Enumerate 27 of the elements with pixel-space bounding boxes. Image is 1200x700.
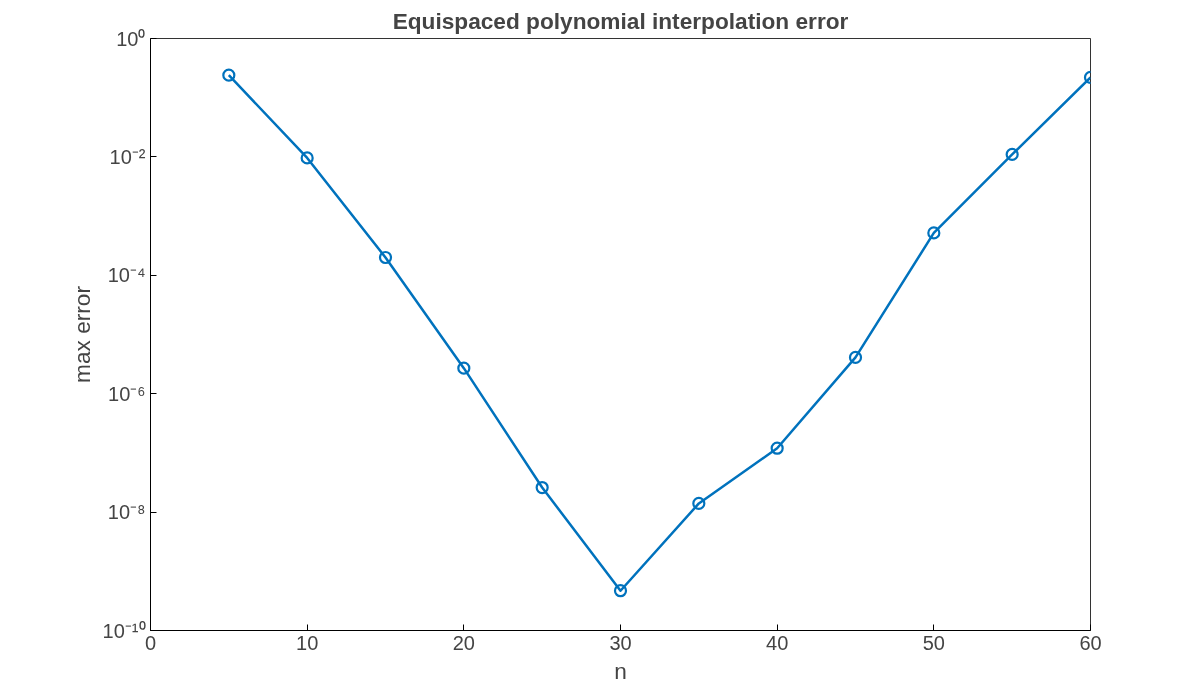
x-tick-label: 30: [609, 631, 632, 654]
y-tick-label: 10⁻²: [109, 145, 146, 168]
x-axis-title: n: [614, 657, 627, 684]
point: [222, 68, 236, 82]
point: [457, 361, 471, 375]
point: [1005, 147, 1019, 162]
y-tick-label: 10⁻⁶: [108, 382, 146, 405]
x-tick-label: 0: [144, 631, 157, 654]
point: [613, 584, 628, 598]
y-axis-title: max error: [68, 285, 95, 383]
x-tick-label: 60: [1079, 631, 1102, 654]
x-tick-label: 20: [452, 631, 475, 654]
chart-title: Equispaced polynomial interpolation error: [392, 7, 849, 34]
x-tick-label: 50: [922, 631, 945, 654]
point: [378, 250, 393, 265]
point: [770, 441, 784, 455]
point: [300, 151, 314, 165]
y-tick-label: 10⁻⁸: [107, 501, 146, 524]
x-tick-label: 10: [296, 631, 319, 654]
x-tick-label: 40: [766, 631, 789, 654]
point: [535, 480, 549, 495]
point: [848, 350, 863, 365]
y-tick-label: 10⁻⁴: [107, 264, 146, 287]
point: [927, 226, 941, 240]
point: [692, 496, 706, 511]
y-tick-label: 10⁻¹⁰: [102, 619, 146, 642]
y-tick-label: 10⁰: [116, 27, 146, 50]
